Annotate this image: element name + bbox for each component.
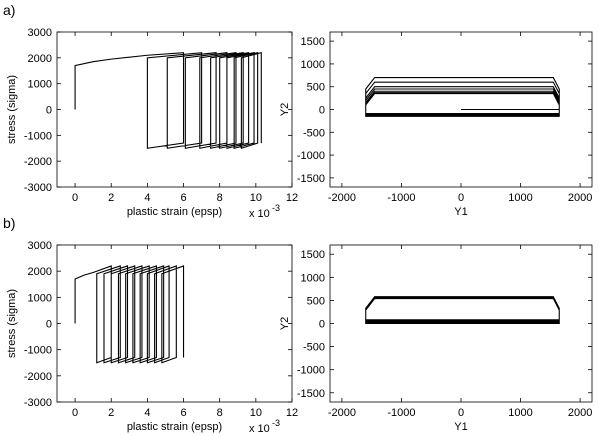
y-tick-label: -2000 — [24, 371, 52, 383]
x-tick-label: 6 — [180, 192, 186, 204]
y-axis-label: Y2 — [279, 317, 291, 330]
x-tick-label: 12 — [286, 407, 298, 419]
x-tick-label: -2000 — [328, 407, 356, 419]
x-multiplier-exponent: -3 — [272, 203, 280, 213]
x-tick-label: -1000 — [387, 407, 415, 419]
x-tick-label: 12 — [286, 192, 298, 204]
y-axis-label: stress (sigma) — [6, 75, 18, 144]
y-tick-label: -1000 — [24, 130, 52, 142]
data-line — [74, 265, 185, 364]
x-tick-label: 0 — [72, 192, 78, 204]
y-tick-label: 500 — [307, 82, 325, 94]
y-tick-label: -1500 — [297, 388, 325, 400]
y-tick-label: 2000 — [28, 266, 52, 278]
x-multiplier: x 10 — [249, 423, 270, 435]
x-multiplier-exponent: -3 — [272, 418, 280, 428]
x-tick-label: 2000 — [568, 192, 592, 204]
x-tick-label: 0 — [458, 192, 464, 204]
x-tick-label: 10 — [250, 407, 262, 419]
axes-frame — [56, 244, 293, 403]
x-tick-label: 6 — [180, 407, 186, 419]
y-tick-label: 1000 — [28, 79, 52, 91]
y-tick-label: 1000 — [301, 59, 325, 71]
y-tick-label: 0 — [46, 105, 52, 117]
x-tick-label: 4 — [144, 192, 150, 204]
y-axis-label: Y2 — [279, 103, 291, 116]
x-tick-label: 4 — [144, 407, 150, 419]
y-tick-label: -1500 — [297, 173, 325, 185]
x-axis-label: Y1 — [454, 206, 467, 218]
x-tick-label: 0 — [458, 407, 464, 419]
y-tick-label: 0 — [46, 319, 52, 331]
panel-label: a) — [3, 2, 15, 18]
x-tick-label: -2000 — [328, 192, 356, 204]
y-tick-label: 2000 — [28, 53, 52, 65]
y-axis-label: stress (sigma) — [6, 289, 18, 358]
data-line — [365, 296, 560, 325]
x-tick-label: 8 — [217, 192, 223, 204]
x-axis-label: Y1 — [454, 421, 467, 433]
y-tick-label: 1000 — [28, 292, 52, 304]
y-tick-label: 500 — [307, 295, 325, 307]
data-line — [74, 51, 262, 150]
y-tick-label: -500 — [303, 127, 325, 139]
y-tick-label: -3000 — [24, 182, 52, 194]
y-tick-label: -2000 — [24, 156, 52, 168]
x-tick-label: 2 — [108, 407, 114, 419]
y-tick-label: -1000 — [297, 365, 325, 377]
x-multiplier: x 10 — [249, 208, 270, 220]
x-tick-label: 10 — [250, 192, 262, 204]
y-tick-label: 1500 — [301, 249, 325, 261]
y-tick-label: 0 — [319, 105, 325, 117]
y-tick-label: 3000 — [28, 240, 52, 252]
x-tick-label: 1000 — [508, 407, 532, 419]
x-tick-label: 8 — [217, 407, 223, 419]
x-axis-label: plastic strain (epsp) — [127, 206, 222, 218]
x-tick-label: 1000 — [508, 192, 532, 204]
data-line — [365, 77, 560, 117]
y-tick-label: -1000 — [297, 150, 325, 162]
y-tick-label: -500 — [303, 342, 325, 354]
y-tick-label: 3000 — [28, 27, 52, 39]
x-tick-label: -1000 — [387, 192, 415, 204]
y-tick-label: 1000 — [301, 272, 325, 284]
y-tick-label: 1500 — [301, 36, 325, 48]
x-tick-label: 2 — [108, 192, 114, 204]
x-tick-label: 2000 — [568, 407, 592, 419]
panel-label: b) — [3, 215, 15, 231]
x-axis-label: plastic strain (epsp) — [127, 421, 222, 433]
y-tick-label: -3000 — [24, 397, 52, 409]
y-tick-label: 0 — [319, 319, 325, 331]
x-tick-label: 0 — [72, 407, 78, 419]
y-tick-label: -1000 — [24, 345, 52, 357]
